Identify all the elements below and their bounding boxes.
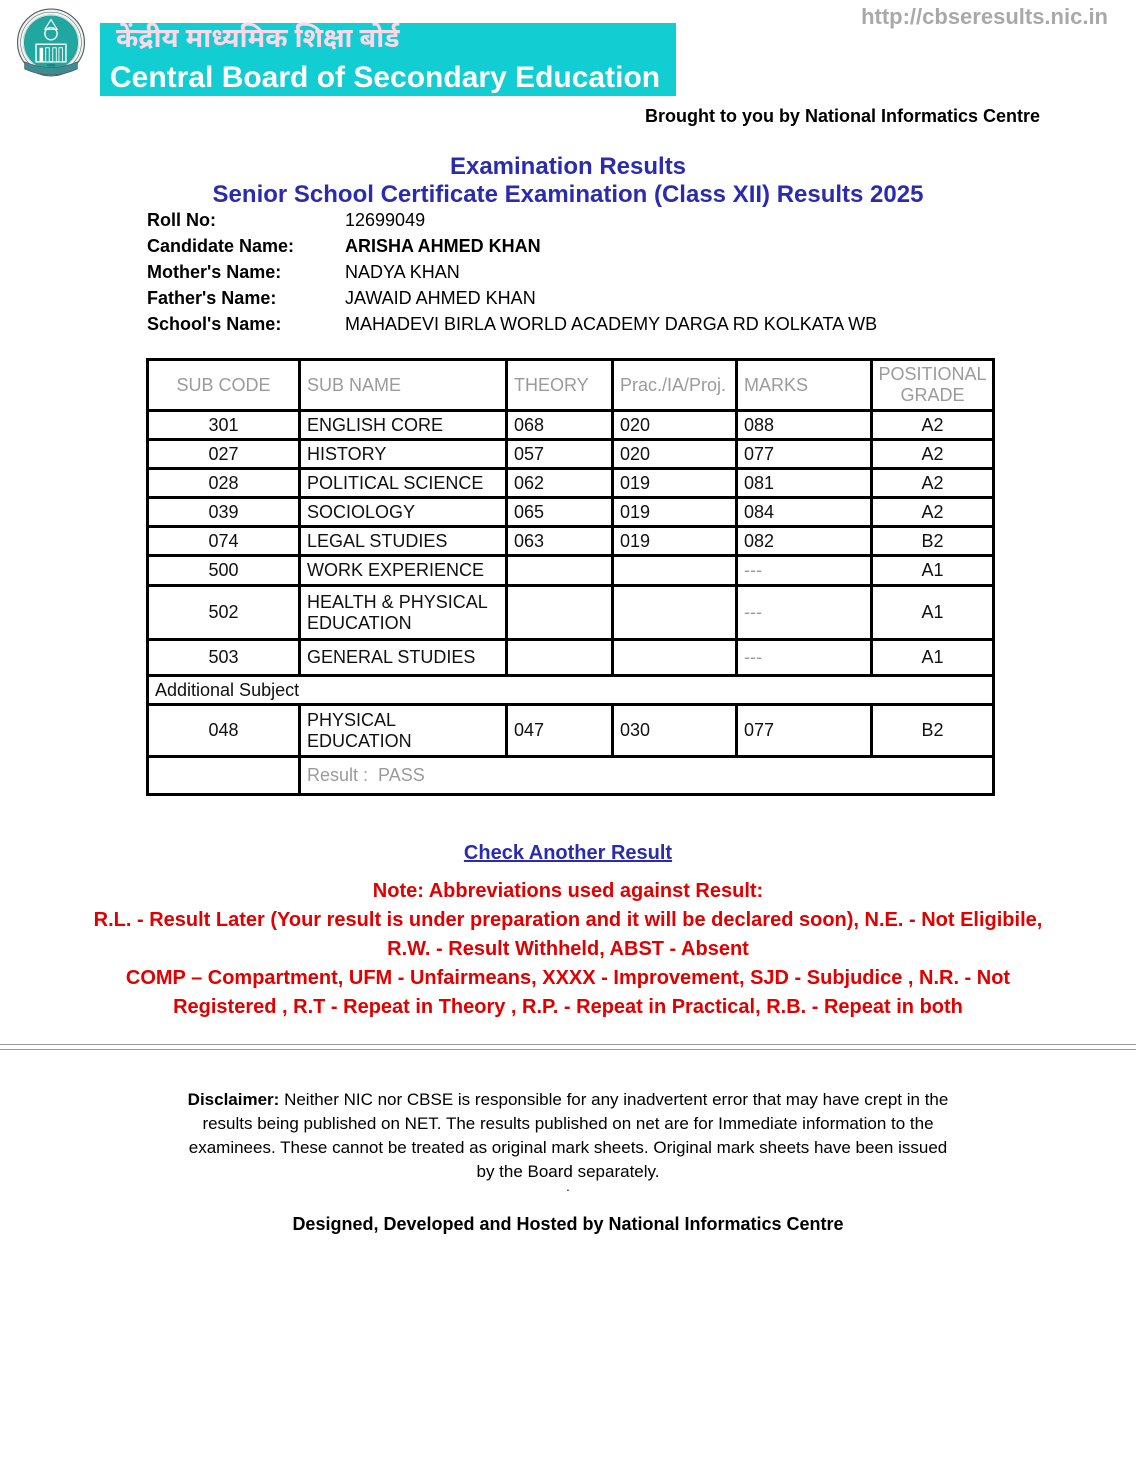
svg-text:भारत: भारत — [47, 63, 56, 68]
